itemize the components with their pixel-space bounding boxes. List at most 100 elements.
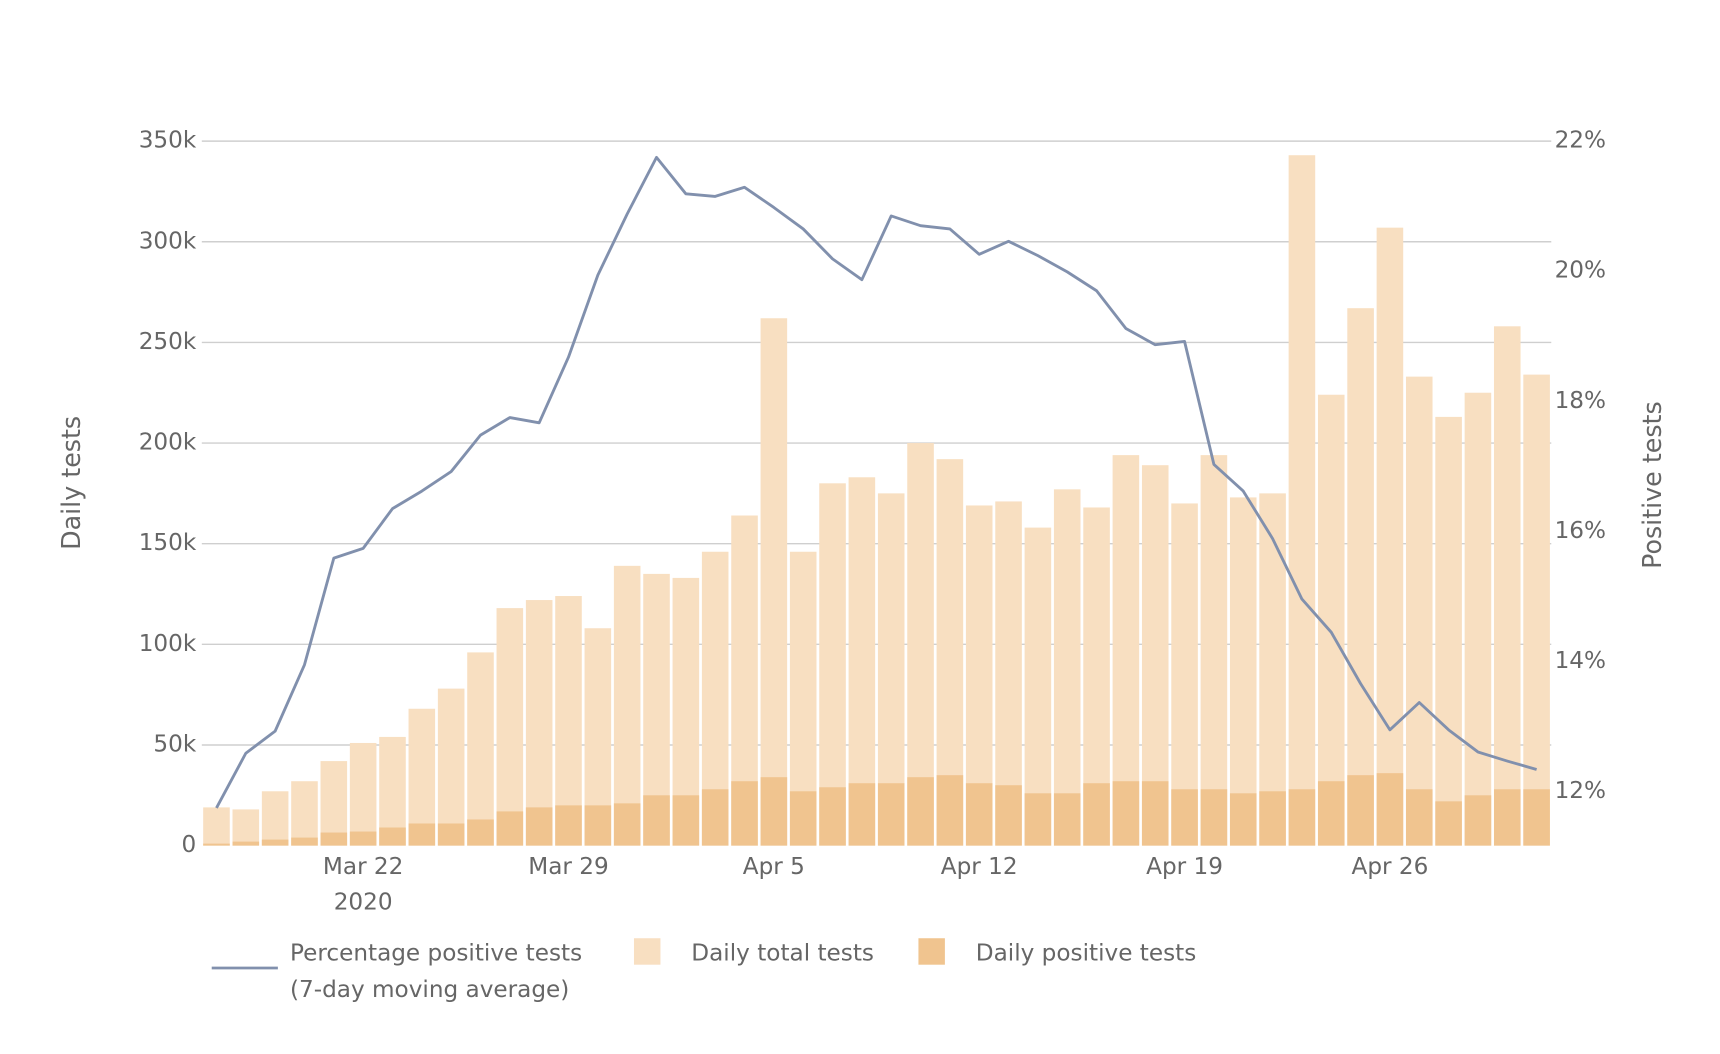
bar	[1288, 789, 1316, 846]
x-tick-label: Apr 26	[1352, 854, 1429, 880]
bar	[437, 823, 465, 846]
bar	[1229, 793, 1257, 846]
x-tick-label: Apr 5	[743, 854, 805, 880]
bar	[261, 791, 289, 846]
bar	[848, 783, 876, 846]
y-tick-label: 250k	[139, 329, 197, 355]
y-tick-label: 200k	[139, 430, 197, 456]
y2-axis-title: Positive tests	[1637, 401, 1667, 569]
bar	[1493, 326, 1521, 846]
bar	[1347, 308, 1374, 846]
bar	[1376, 773, 1404, 846]
bar	[525, 807, 553, 846]
bar	[995, 785, 1022, 846]
legend-label-line: (7-day moving average)	[290, 977, 569, 1003]
y-axis-title: Daily tests	[56, 416, 86, 550]
bar	[584, 805, 612, 846]
bar	[291, 837, 318, 846]
bar	[1229, 497, 1257, 846]
bar	[1435, 416, 1462, 846]
bar	[1347, 775, 1374, 846]
legend-label: Daily total tests	[691, 940, 874, 966]
y2-tick-label: 14%	[1555, 648, 1606, 674]
bar	[467, 819, 494, 846]
legend-swatch	[633, 938, 661, 965]
bar	[1464, 795, 1492, 846]
bar	[291, 781, 318, 846]
bar	[525, 600, 553, 846]
bar	[1493, 789, 1521, 846]
bar	[1083, 783, 1110, 846]
y-tick-label: 350k	[139, 128, 197, 154]
bar	[819, 787, 846, 846]
bar	[965, 783, 993, 846]
bar	[349, 831, 377, 846]
bar	[613, 565, 641, 846]
bar	[643, 795, 670, 846]
bar	[1435, 801, 1462, 846]
bar	[379, 827, 406, 846]
bar	[261, 839, 289, 846]
y-tick-label: 0	[182, 832, 197, 858]
bar	[1053, 793, 1081, 846]
bar	[1171, 789, 1198, 846]
y-tick-label: 150k	[139, 530, 197, 556]
bar	[203, 807, 230, 846]
bar	[1200, 789, 1228, 846]
bar	[496, 608, 524, 846]
bar	[232, 809, 260, 846]
y-tick-label: 100k	[139, 631, 197, 657]
bar	[1024, 527, 1052, 846]
bar	[1376, 227, 1404, 846]
bar	[1464, 392, 1492, 846]
y-tick-label: 300k	[139, 228, 197, 254]
bar	[1288, 155, 1316, 846]
y-tick-label: 50k	[153, 731, 196, 757]
bar	[1259, 791, 1286, 846]
y2-tick-label: 22%	[1555, 128, 1606, 154]
bar	[672, 795, 700, 846]
bar	[936, 775, 964, 846]
bar	[1200, 455, 1228, 846]
bar	[320, 832, 348, 846]
bar	[1024, 793, 1052, 846]
bar	[1523, 789, 1550, 846]
bar	[320, 761, 348, 846]
bar	[555, 805, 582, 846]
legend-swatch	[918, 938, 945, 965]
x-tick-label: Apr 19	[1146, 854, 1223, 880]
bar	[408, 823, 436, 846]
bar	[731, 781, 758, 846]
legend-label-line: Daily total tests	[691, 940, 874, 966]
bar	[701, 789, 729, 846]
legend-label: Daily positive tests	[976, 940, 1197, 966]
x-tick-label: Mar 29	[528, 854, 608, 880]
bar	[877, 783, 905, 846]
x-year-label: 2020	[334, 889, 393, 915]
bar	[760, 777, 788, 846]
legend-label-line: Daily positive tests	[976, 940, 1197, 966]
bar	[1141, 781, 1169, 846]
bar	[1317, 781, 1345, 846]
x-tick-label: Apr 12	[941, 854, 1018, 880]
bar	[1523, 374, 1550, 846]
bar	[1405, 376, 1433, 846]
bar	[819, 483, 846, 846]
bar	[496, 811, 524, 846]
bar	[1405, 789, 1433, 846]
bar	[232, 841, 260, 846]
legend-label-line: Percentage positive tests	[290, 940, 582, 966]
legend-label: Percentage positive tests (7-day moving a…	[290, 940, 582, 1002]
x-tick-label: Mar 22	[323, 854, 403, 880]
bar	[1112, 455, 1140, 846]
bar	[555, 596, 582, 846]
bar	[1259, 493, 1286, 846]
bar	[613, 803, 641, 846]
bar	[349, 742, 377, 846]
y2-tick-label: 18%	[1555, 388, 1606, 414]
bar	[1171, 503, 1198, 846]
bar	[789, 791, 817, 846]
bar	[1053, 489, 1081, 846]
y2-tick-label: 12%	[1555, 778, 1606, 804]
